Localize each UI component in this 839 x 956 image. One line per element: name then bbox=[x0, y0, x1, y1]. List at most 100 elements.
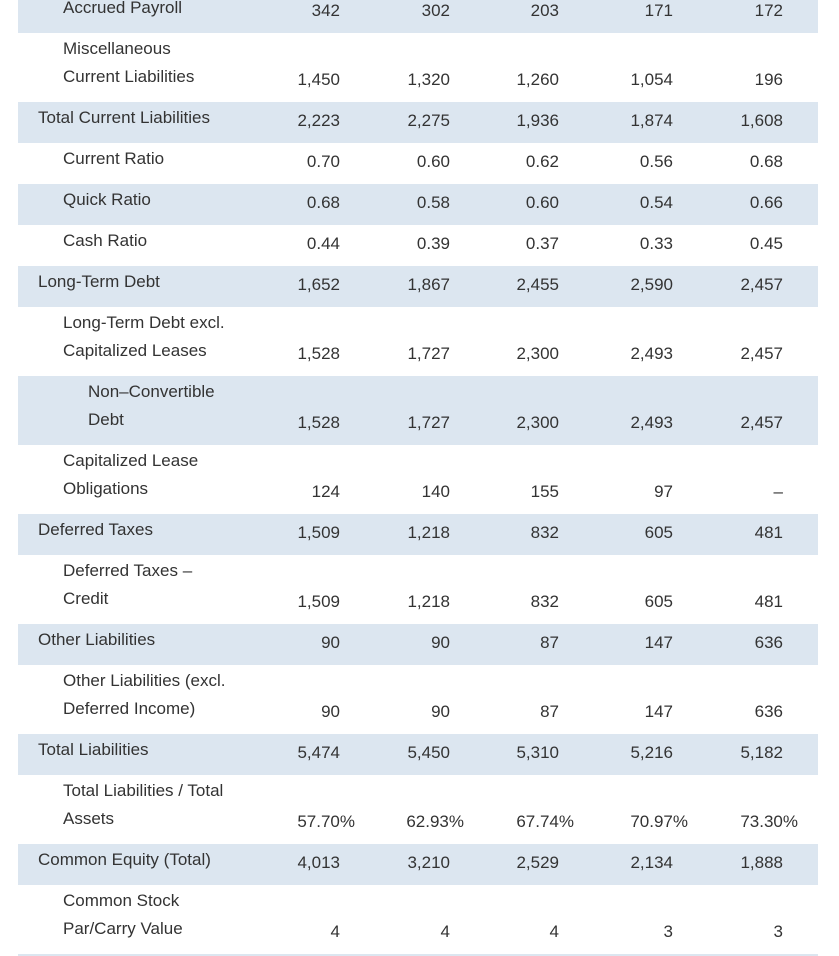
table-row: Current Ratio 0.70 0.60 0.62 0.56 0.68 bbox=[18, 143, 818, 184]
value-cell: 636 bbox=[754, 633, 783, 652]
value-cell: 2,300 bbox=[516, 413, 559, 432]
value-cell: 155 bbox=[530, 482, 559, 501]
value-cell: 3,210 bbox=[407, 853, 450, 872]
row-label: Long-Term Debt excl. Capitalized Leases bbox=[18, 309, 280, 365]
table-row: Total Liabilities 5,474 5,450 5,310 5,216 5,1… bbox=[18, 734, 818, 775]
table-row: Common Stock Par/Carry Value 4 4 4 3 3 bbox=[18, 885, 818, 954]
table-row: Non–Convertible Debt 1,528 1,727 2,300 2,493 2… bbox=[18, 376, 818, 445]
row-label: Cash Ratio bbox=[18, 227, 280, 255]
value-cell: 147 bbox=[644, 702, 673, 721]
row-label: Deferred Taxes – Credit bbox=[18, 557, 280, 613]
row-label-line: Common Stock bbox=[63, 891, 180, 910]
value-cell: 2,223 bbox=[297, 111, 340, 130]
table-row: Common Equity (Total) 4,013 3,210 2,529 2,13… bbox=[18, 844, 818, 885]
value-cell: 481 bbox=[754, 592, 783, 611]
value-cell: – bbox=[773, 482, 783, 501]
row-label: Long-Term Debt bbox=[18, 268, 280, 296]
row-label: Deferred Taxes bbox=[18, 516, 280, 544]
row-label-line: Current Ratio bbox=[63, 149, 165, 168]
value-cell: 1,727 bbox=[407, 413, 450, 432]
value-cell: 605 bbox=[644, 592, 673, 611]
value-cell: 172 bbox=[754, 1, 783, 20]
value-cell: 4 bbox=[549, 922, 559, 941]
value-cell: 1,888 bbox=[740, 853, 783, 872]
table-row: Capitalized Lease Obligations 124 140 155 97 – bbox=[18, 445, 818, 514]
value-cell: 4 bbox=[330, 922, 340, 941]
row-label-line: Total Liabilities bbox=[38, 740, 149, 759]
value-cell: 481 bbox=[754, 523, 783, 542]
value-cell: 0.44 bbox=[306, 234, 340, 253]
table-row: Total Liabilities / Total Assets 57.70% 62.… bbox=[18, 775, 818, 844]
row-label: Other Liabilities bbox=[18, 626, 280, 654]
row-label-line: Debt bbox=[88, 410, 124, 429]
value-cell: 4,013 bbox=[297, 853, 340, 872]
value-cell: 1,509 bbox=[297, 592, 340, 611]
value-cell: 0.62 bbox=[525, 152, 559, 171]
value-cell: 147 bbox=[644, 633, 673, 652]
value-cell: 1,260 bbox=[516, 70, 559, 89]
row-label: Accrued Payroll bbox=[18, 0, 280, 22]
row-label: Total Current Liabilities bbox=[18, 104, 280, 132]
value-cell: 1,727 bbox=[407, 344, 450, 363]
value-cell: 67.74% bbox=[516, 812, 574, 831]
value-cell: 196 bbox=[754, 70, 783, 89]
liabilities-table: Accrued Payroll 342 302 203 171 172 Miscellane… bbox=[18, 0, 818, 954]
value-cell: 87 bbox=[540, 633, 559, 652]
value-cell: 1,652 bbox=[297, 275, 340, 294]
table-row: Other Liabilities 90 90 87 147 636 bbox=[18, 624, 818, 665]
value-cell: 0.66 bbox=[749, 193, 783, 212]
value-cell: 2,457 bbox=[740, 275, 783, 294]
value-cell: 5,182 bbox=[740, 743, 783, 762]
row-label: Current Ratio bbox=[18, 145, 280, 173]
value-cell: 2,493 bbox=[630, 413, 673, 432]
row-label: Miscellaneous Current Liabilities bbox=[18, 35, 280, 91]
value-cell: 1,528 bbox=[297, 413, 340, 432]
value-cell: 2,275 bbox=[407, 111, 450, 130]
value-cell: 2,134 bbox=[630, 853, 673, 872]
value-cell: 342 bbox=[311, 1, 340, 20]
row-label: Common Equity (Total) bbox=[18, 846, 280, 874]
row-label-line: Long-Term Debt bbox=[38, 272, 160, 291]
value-cell: 90 bbox=[431, 633, 450, 652]
value-cell: 1,218 bbox=[407, 523, 450, 542]
row-label: Common Stock Par/Carry Value bbox=[18, 887, 280, 943]
value-cell: 636 bbox=[754, 702, 783, 721]
value-cell: 0.56 bbox=[639, 152, 673, 171]
value-cell: 87 bbox=[540, 702, 559, 721]
value-cell: 0.33 bbox=[639, 234, 673, 253]
value-cell: 1,054 bbox=[630, 70, 673, 89]
value-cell: 5,216 bbox=[630, 743, 673, 762]
row-label-line: Miscellaneous bbox=[63, 39, 171, 58]
value-cell: 832 bbox=[530, 592, 559, 611]
value-cell: 5,474 bbox=[297, 743, 340, 762]
value-cell: 124 bbox=[311, 482, 340, 501]
row-label-line: Long-Term Debt excl. bbox=[63, 313, 225, 332]
row-label-line: Other Liabilities bbox=[38, 630, 156, 649]
table-row: Long-Term Debt 1,652 1,867 2,455 2,590 2,457 bbox=[18, 266, 818, 307]
value-cell: 2,455 bbox=[516, 275, 559, 294]
value-cell: 3 bbox=[773, 922, 783, 941]
value-cell: 3 bbox=[663, 922, 673, 941]
row-label: Other Liabilities (excl. Deferred Income) bbox=[18, 667, 280, 723]
value-cell: 0.58 bbox=[416, 193, 450, 212]
value-cell: 605 bbox=[644, 523, 673, 542]
value-cell: 2,590 bbox=[630, 275, 673, 294]
table-row: Deferred Taxes 1,509 1,218 832 605 481 bbox=[18, 514, 818, 555]
value-cell: 5,450 bbox=[407, 743, 450, 762]
row-label-line: Total Liabilities / Total bbox=[63, 781, 224, 800]
table-row: Miscellaneous Current Liabilities 1,450 1,3… bbox=[18, 33, 818, 102]
row-label-line: Accrued Payroll bbox=[63, 0, 183, 17]
value-cell: 1,936 bbox=[516, 111, 559, 130]
value-cell: 1,867 bbox=[407, 275, 450, 294]
row-label-line: Other Liabilities (excl. bbox=[63, 671, 226, 690]
next-row-band bbox=[18, 954, 818, 956]
value-cell: 0.70 bbox=[306, 152, 340, 171]
table-row: Other Liabilities (excl. Deferred Income)… bbox=[18, 665, 818, 734]
row-label-line: Cash Ratio bbox=[63, 231, 148, 250]
value-cell: 2,457 bbox=[740, 344, 783, 363]
value-cell: 0.37 bbox=[525, 234, 559, 253]
row-label-line: Capitalized Leases bbox=[63, 341, 207, 360]
value-cell: 0.68 bbox=[306, 193, 340, 212]
table-row: Accrued Payroll 342 302 203 171 172 bbox=[18, 0, 818, 33]
value-cell: 0.60 bbox=[416, 152, 450, 171]
